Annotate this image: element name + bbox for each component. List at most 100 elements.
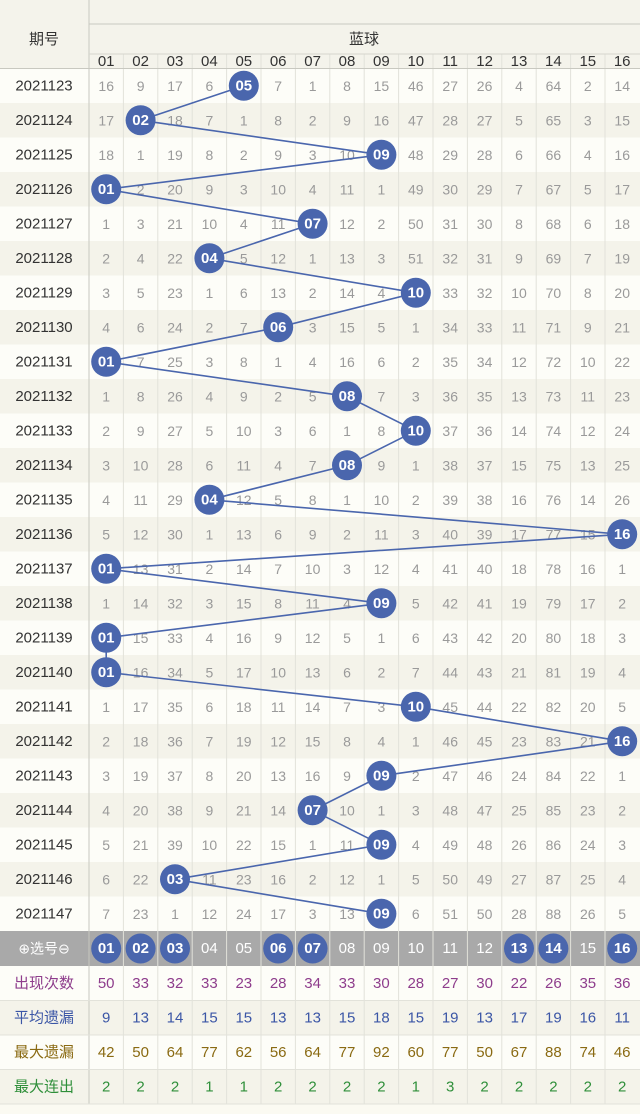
miss-count-cell: 5 (618, 699, 626, 715)
selected-ball-button[interactable] (263, 933, 294, 964)
selected-ball-button[interactable] (538, 933, 569, 964)
unselected-ball-number[interactable]: 15 (579, 940, 596, 957)
stat-value: 88 (545, 1044, 562, 1061)
miss-count-cell: 11 (374, 526, 389, 542)
selected-ball-number[interactable]: 14 (545, 940, 562, 957)
stat-value: 9 (102, 1009, 110, 1026)
miss-count-cell: 9 (240, 388, 248, 404)
miss-count-cell: 27 (511, 871, 527, 887)
miss-count-cell: 8 (274, 595, 282, 611)
miss-count-cell: 31 (477, 250, 493, 266)
selected-ball-number[interactable]: 16 (614, 940, 631, 957)
miss-count-cell: 13 (270, 285, 286, 301)
miss-count-cell: 32 (477, 285, 493, 301)
stat-value: 62 (235, 1044, 252, 1061)
column-header-15: 15 (579, 53, 596, 70)
miss-count-cell: 32 (167, 595, 183, 611)
miss-count-cell: 45 (477, 733, 493, 749)
miss-count-cell: 6 (206, 699, 214, 715)
miss-count-cell: 3 (102, 768, 110, 784)
hit-ball (91, 622, 122, 653)
miss-count-cell: 38 (167, 802, 183, 818)
stat-value: 35 (579, 975, 596, 992)
row-background (0, 517, 640, 552)
miss-count-cell: 18 (511, 561, 527, 577)
miss-count-cell: 18 (133, 733, 149, 749)
miss-count-cell: 87 (546, 871, 562, 887)
selected-ball-number[interactable]: 06 (270, 940, 287, 957)
miss-count-cell: 3 (618, 837, 626, 853)
miss-count-cell: 26 (167, 388, 183, 404)
row-background (0, 862, 640, 897)
unselected-ball-number[interactable]: 11 (442, 940, 458, 957)
unselected-ball-number[interactable]: 08 (339, 940, 356, 957)
selected-ball-button[interactable] (91, 933, 122, 964)
miss-count-cell: 15 (236, 595, 252, 611)
miss-count-cell: 21 (511, 664, 527, 680)
selected-ball-button[interactable] (607, 933, 638, 964)
selected-ball-button[interactable] (160, 933, 190, 964)
selected-ball-number[interactable]: 03 (167, 940, 184, 957)
miss-count-cell: 2 (412, 492, 420, 508)
hit-ball (91, 553, 122, 584)
row-background (0, 758, 640, 793)
miss-count-cell: 49 (442, 837, 458, 853)
miss-count-cell: 44 (477, 699, 493, 715)
miss-count-cell: 3 (618, 630, 626, 646)
stat-value: 50 (98, 975, 115, 992)
selected-ball-button[interactable] (297, 933, 328, 964)
unselected-ball-number[interactable]: 10 (407, 940, 424, 957)
selected-ball-number[interactable]: 01 (98, 940, 115, 957)
miss-count-cell: 38 (442, 457, 458, 473)
miss-count-cell: 25 (167, 354, 183, 370)
miss-count-cell: 6 (102, 871, 110, 887)
miss-count-cell: 5 (137, 285, 145, 301)
column-header-05: 05 (235, 53, 252, 70)
miss-count-cell: 3 (343, 561, 351, 577)
miss-count-cell: 11 (271, 216, 286, 232)
stat-value: 50 (132, 1044, 149, 1061)
miss-count-cell: 15 (614, 112, 630, 128)
selected-ball-button[interactable] (125, 933, 156, 964)
miss-count-cell: 1 (343, 423, 351, 439)
miss-count-cell: 5 (343, 630, 351, 646)
unselected-ball-number[interactable]: 04 (201, 940, 218, 957)
miss-count-cell: 24 (511, 768, 527, 784)
miss-count-cell: 22 (133, 871, 149, 887)
miss-count-cell: 16 (511, 492, 527, 508)
stat-value: 3 (446, 1078, 454, 1095)
miss-count-cell: 7 (343, 699, 351, 715)
miss-count-cell: 17 (236, 664, 252, 680)
unselected-ball-number[interactable]: 05 (235, 940, 252, 957)
miss-count-cell: 23 (580, 802, 596, 818)
stat-row-background (0, 1035, 640, 1070)
miss-count-cell: 24 (614, 423, 630, 439)
selected-ball-number[interactable]: 02 (132, 940, 149, 957)
pick-number-control[interactable]: ⊕选号⊖ (18, 941, 69, 957)
miss-count-cell: 43 (477, 664, 493, 680)
row-background (0, 137, 640, 172)
unselected-ball-number[interactable]: 09 (373, 940, 390, 957)
miss-count-cell: 5 (102, 526, 110, 542)
miss-count-cell: 25 (580, 871, 596, 887)
stat-value: 2 (549, 1078, 557, 1095)
stat-value: 33 (339, 975, 356, 992)
miss-count-cell: 20 (580, 699, 596, 715)
miss-count-cell: 22 (167, 250, 183, 266)
unselected-ball-number[interactable]: 12 (476, 940, 493, 957)
selected-ball-number[interactable]: 13 (511, 940, 528, 957)
issue-number: 2021133 (15, 422, 72, 439)
selected-ball-button[interactable] (504, 933, 534, 964)
miss-count-cell: 47 (442, 768, 458, 784)
selected-ball-number[interactable]: 07 (304, 940, 321, 957)
miss-count-cell: 4 (412, 837, 420, 853)
miss-count-cell: 7 (206, 112, 214, 128)
miss-count-cell: 69 (546, 250, 562, 266)
miss-count-cell: 9 (137, 78, 145, 94)
miss-count-cell: 1 (102, 595, 110, 611)
miss-count-cell: 12 (202, 906, 218, 922)
miss-count-cell: 33 (167, 630, 183, 646)
miss-count-cell: 36 (167, 733, 183, 749)
stat-value: 34 (304, 975, 321, 992)
miss-count-cell: 11 (512, 319, 527, 335)
